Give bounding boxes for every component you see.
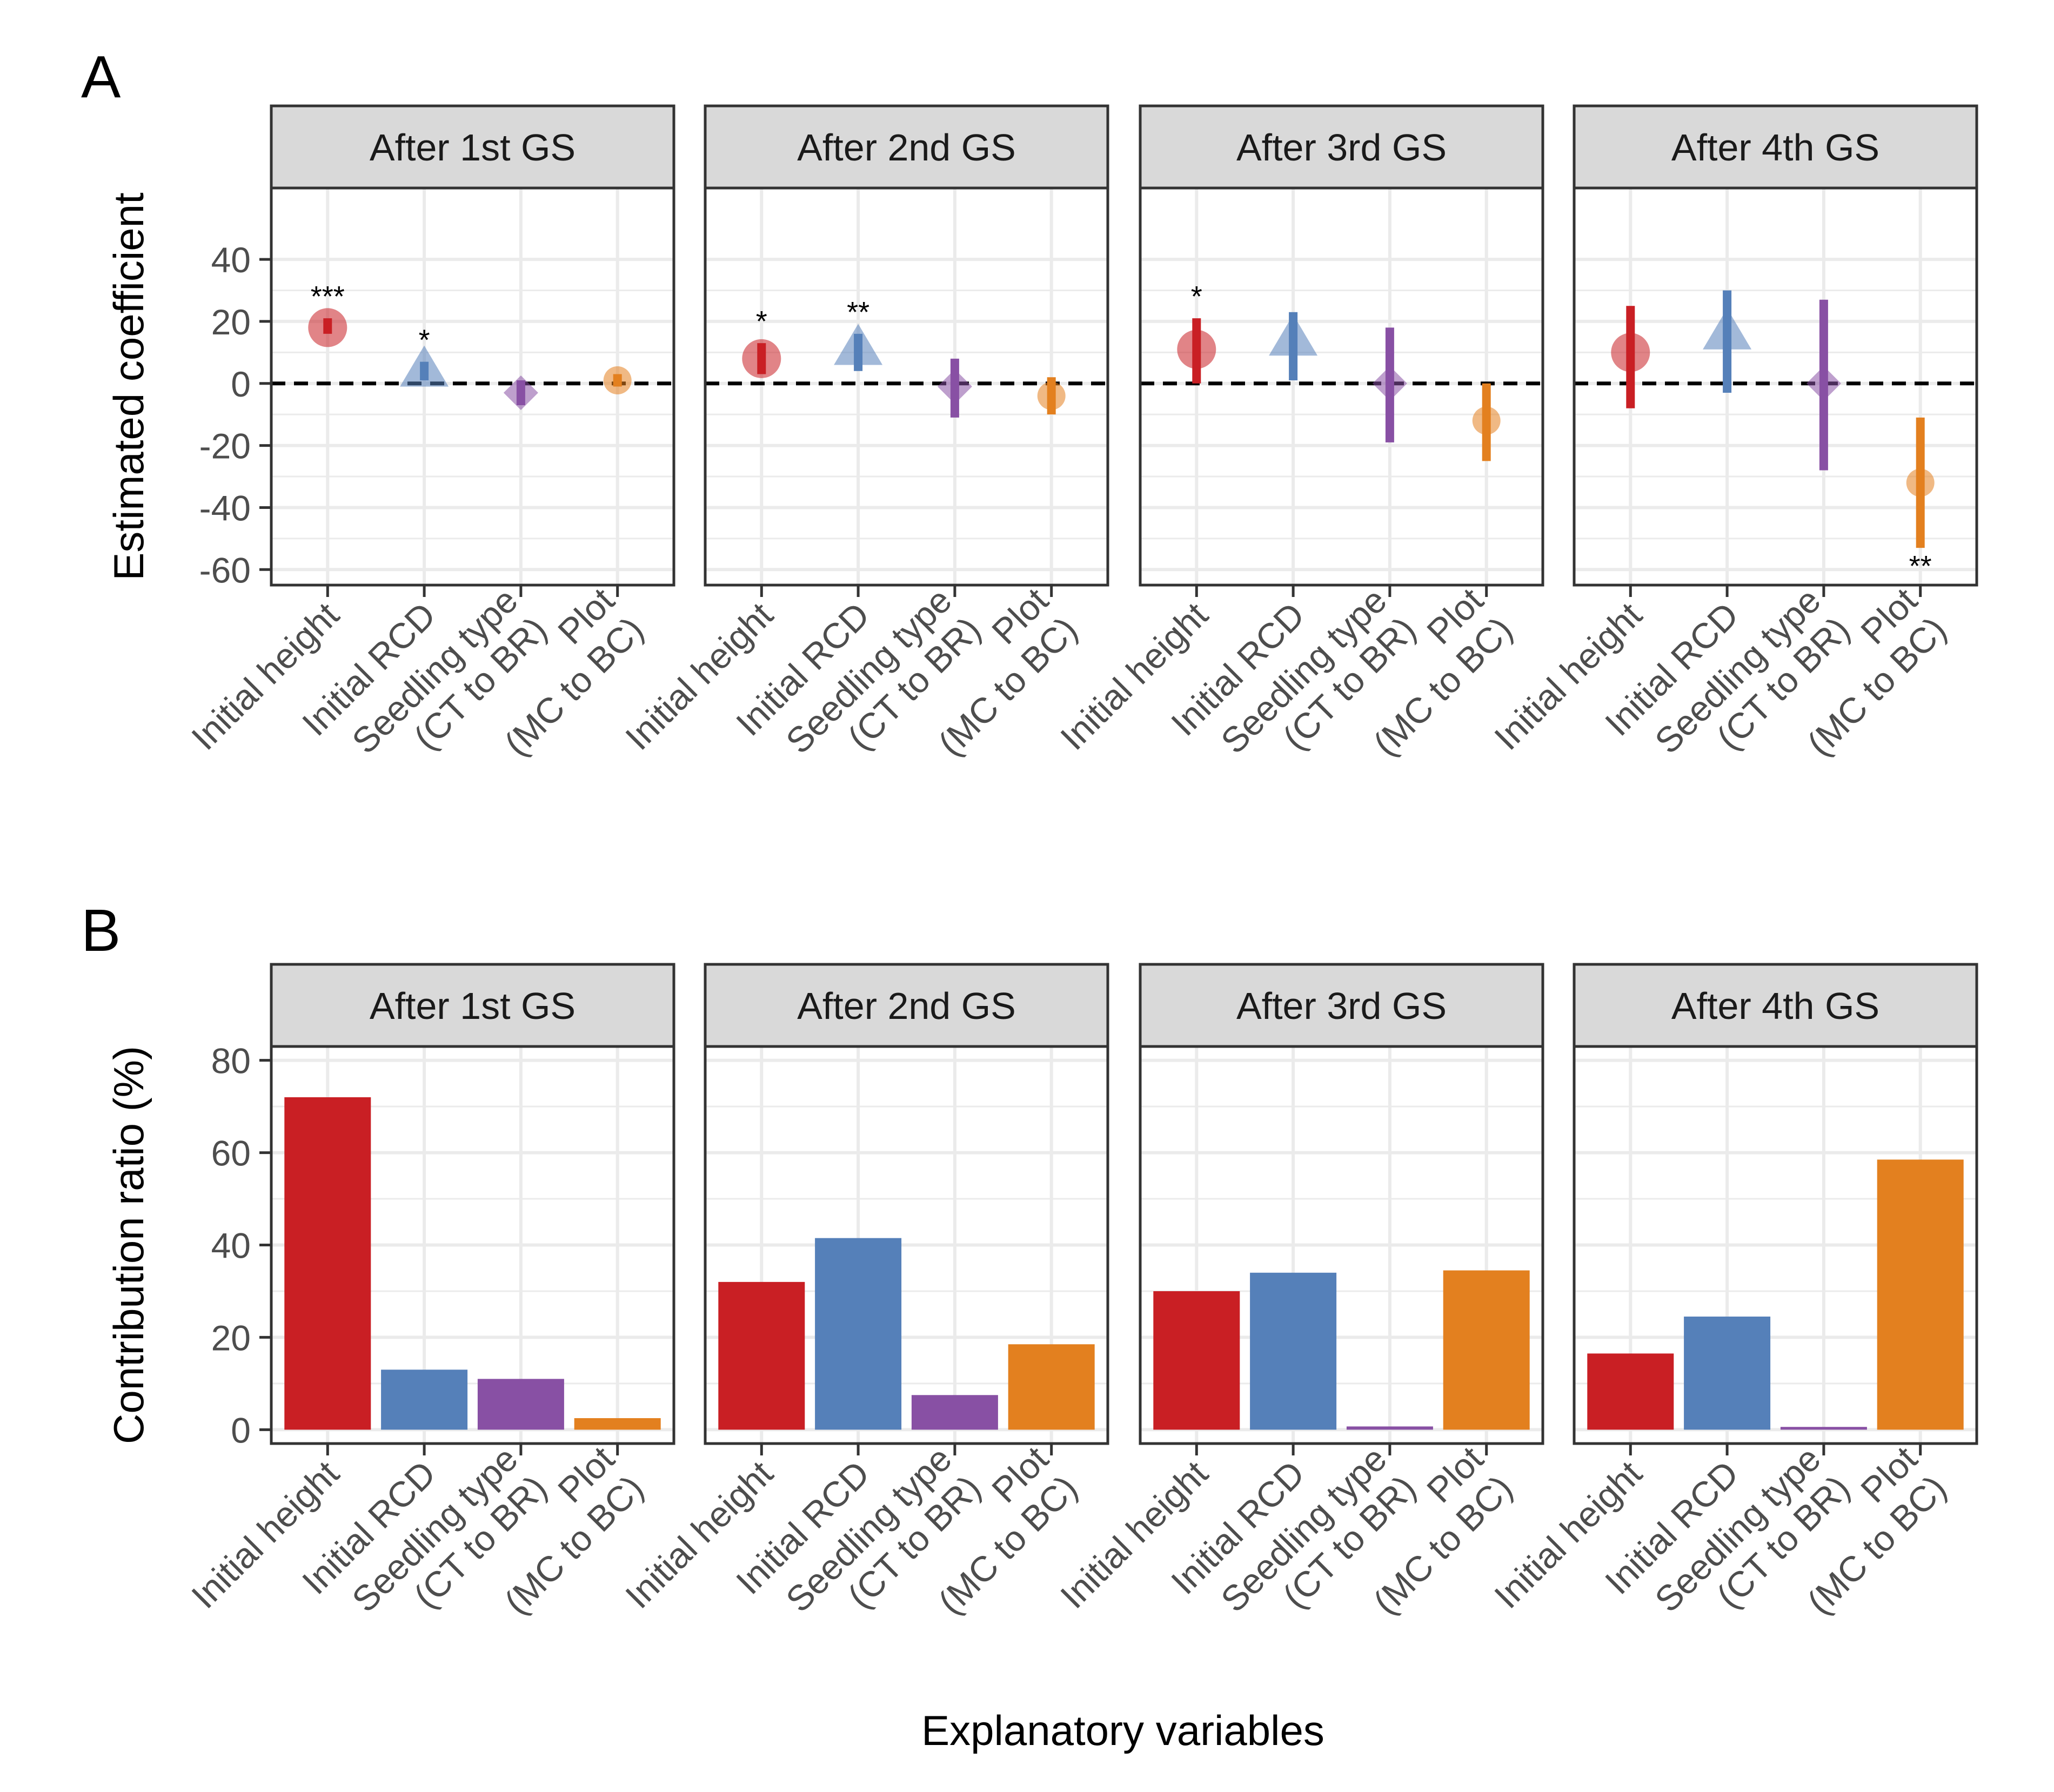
bar-initial-rcd	[381, 1370, 468, 1430]
significance-label: **	[1909, 550, 1932, 582]
panel-border	[1139, 1045, 1544, 1445]
panel-border	[704, 186, 1109, 587]
facet-strip-label: After 3rd GS	[1236, 126, 1447, 169]
y-tick-label: 20	[211, 302, 251, 342]
bar-plot	[1877, 1159, 1964, 1430]
panel-b-contribution-chart: Contribution ratio (%) After 1st GSInitia…	[105, 963, 1978, 1622]
facet-strip-label: After 2nd GS	[797, 985, 1016, 1027]
bar-initial-height	[718, 1281, 805, 1430]
y-axis-title: Contribution ratio (%)	[105, 1046, 152, 1444]
y-tick-label: 20	[211, 1318, 251, 1358]
facet-strip	[1139, 963, 1544, 1048]
bar-initial-rcd	[1684, 1316, 1771, 1430]
panel-a-label: A	[81, 44, 121, 110]
facet-strip	[270, 963, 675, 1048]
facet-strip	[704, 104, 1109, 190]
y-tick-label: 0	[231, 364, 251, 404]
facet-strip-label: After 4th GS	[1671, 985, 1879, 1027]
bar-initial-height	[284, 1097, 371, 1430]
facet-strip-label: After 4th GS	[1671, 126, 1879, 169]
bar-initial-rcd	[1250, 1272, 1337, 1430]
y-tick-label: 0	[231, 1410, 251, 1450]
y-tick-label: -60	[199, 550, 251, 590]
panel-border	[1139, 186, 1544, 587]
plot-background	[705, 188, 1108, 585]
facet-strip	[270, 104, 675, 190]
bar-plot	[1008, 1344, 1095, 1430]
bar-seedling-type	[911, 1395, 998, 1430]
significance-label: *	[419, 324, 430, 357]
plot-background	[1574, 188, 1977, 585]
panel-border	[270, 186, 675, 587]
bar-seedling-type	[1780, 1427, 1867, 1430]
bar-plot	[1443, 1270, 1530, 1430]
bar-plot	[574, 1418, 661, 1430]
facet-strip-label: After 1st GS	[370, 985, 576, 1027]
facet-strip-label: After 2nd GS	[797, 126, 1016, 169]
significance-label: **	[847, 296, 869, 328]
significance-label: ***	[311, 280, 345, 313]
plot-background	[1140, 188, 1543, 585]
bar-initial-height	[1587, 1353, 1674, 1430]
y-tick-label: 60	[211, 1133, 251, 1173]
significance-label: *	[756, 305, 767, 338]
panel-a-coefficient-chart: Estimated coefficient ****After 1st GSIni…	[105, 104, 1978, 763]
bar-seedling-type	[477, 1379, 564, 1430]
y-tick-label: 40	[211, 1226, 251, 1266]
y-axis-title: Estimated coefficient	[105, 192, 152, 581]
panel-border	[1573, 1045, 1978, 1445]
panel-b-label: B	[81, 897, 121, 964]
facet-strip-label: After 1st GS	[370, 126, 576, 169]
facet-strip-label: After 3rd GS	[1236, 985, 1447, 1027]
bar-seedling-type	[1346, 1426, 1433, 1430]
x-axis-title: Explanatory variables	[921, 1707, 1324, 1754]
y-tick-label: -20	[199, 426, 251, 466]
y-tick-label: 40	[211, 240, 251, 280]
panel-border	[1573, 186, 1978, 587]
facet-strip	[1573, 104, 1978, 190]
bar-initial-height	[1153, 1291, 1240, 1430]
y-tick-label: -40	[199, 488, 251, 528]
significance-label: *	[1191, 280, 1202, 313]
facet-strip	[1573, 963, 1978, 1048]
bar-initial-rcd	[815, 1238, 902, 1430]
facet-strip	[704, 963, 1109, 1048]
panel-border	[704, 1045, 1109, 1445]
y-tick-label: 80	[211, 1041, 251, 1081]
